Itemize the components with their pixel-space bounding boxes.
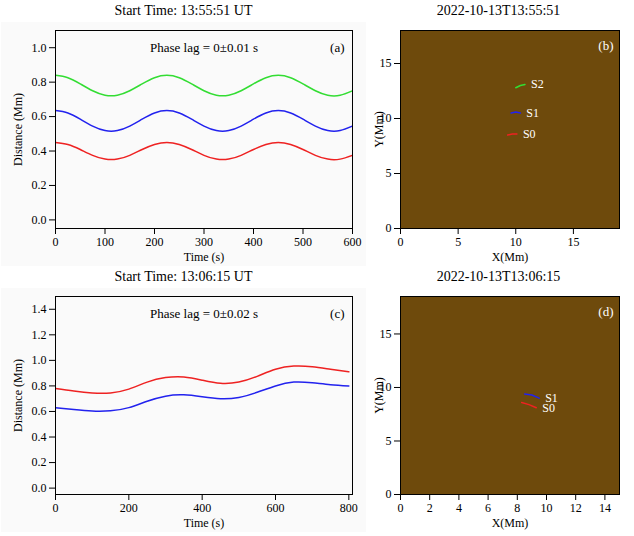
- svg-text:(d): (d): [598, 304, 613, 319]
- svg-text:15: 15: [567, 235, 579, 249]
- svg-text:4: 4: [456, 501, 462, 515]
- svg-text:X(Mm): X(Mm): [492, 516, 529, 530]
- svg-text:8: 8: [514, 501, 520, 515]
- svg-text:15: 15: [380, 56, 392, 70]
- svg-text:1.2: 1.2: [32, 328, 47, 342]
- html-text:2022-10-13T13:55:51: 2022-10-13T13:55:51: [436, 3, 561, 18]
- svg-text:10: 10: [510, 235, 522, 249]
- svg-text:0: 0: [386, 487, 392, 501]
- svg-text:2: 2: [427, 501, 433, 515]
- svg-text:S0: S0: [523, 127, 536, 141]
- svg-text:0.4: 0.4: [32, 144, 47, 158]
- svg-text:S0: S0: [542, 401, 555, 415]
- svg-text:0.8: 0.8: [32, 75, 47, 89]
- svg-text:10: 10: [541, 501, 553, 515]
- svg-text:1.0: 1.0: [32, 353, 47, 367]
- svg-text:Distance (Mm): Distance (Mm): [11, 93, 25, 166]
- svg-text:S1: S1: [526, 106, 539, 120]
- svg-text:0.8: 0.8: [32, 379, 47, 393]
- svg-text:0.2: 0.2: [32, 178, 47, 192]
- html-text:Start Time: 13:55:51 UT: Start Time: 13:55:51 UT: [114, 3, 253, 18]
- svg-text:12: 12: [570, 501, 582, 515]
- svg-text:0: 0: [53, 501, 59, 515]
- svg-text:0: 0: [398, 501, 404, 515]
- svg-text:Time (s): Time (s): [184, 516, 225, 530]
- svg-text:(b): (b): [598, 38, 613, 53]
- svg-text:0.0: 0.0: [32, 213, 47, 227]
- svg-text:15: 15: [380, 327, 392, 341]
- svg-text:1.0: 1.0: [32, 41, 47, 55]
- svg-text:300: 300: [195, 235, 213, 249]
- html-text:2022-10-13T13:06:15: 2022-10-13T13:06:15: [436, 269, 561, 284]
- svg-text:Distance (Mm): Distance (Mm): [11, 359, 25, 432]
- svg-text:600: 600: [344, 235, 362, 249]
- svg-text:200: 200: [120, 501, 138, 515]
- svg-text:500: 500: [294, 235, 312, 249]
- svg-text:100: 100: [96, 235, 114, 249]
- svg-text:5: 5: [455, 235, 461, 249]
- svg-text:0.2: 0.2: [32, 455, 47, 469]
- svg-text:S2: S2: [531, 77, 544, 91]
- svg-text:1.4: 1.4: [32, 302, 47, 316]
- svg-text:6: 6: [485, 501, 491, 515]
- svg-text:X(Mm): X(Mm): [492, 250, 529, 264]
- svg-text:200: 200: [146, 235, 164, 249]
- svg-text:Y(Mm): Y(Mm): [372, 377, 386, 414]
- svg-text:0.4: 0.4: [32, 430, 47, 444]
- svg-text:5: 5: [386, 166, 392, 180]
- svg-text:0: 0: [386, 221, 392, 235]
- svg-text:600: 600: [267, 501, 285, 515]
- svg-text:Phase lag = 0±0.01 s: Phase lag = 0±0.01 s: [150, 40, 258, 55]
- svg-text:0.6: 0.6: [32, 109, 47, 123]
- svg-text:(a): (a): [330, 40, 344, 55]
- svg-text:400: 400: [193, 501, 211, 515]
- svg-text:(c): (c): [330, 306, 344, 321]
- svg-text:S1: S1: [545, 391, 558, 405]
- svg-text:0: 0: [398, 235, 404, 249]
- svg-text:14: 14: [599, 501, 611, 515]
- svg-text:400: 400: [245, 235, 263, 249]
- svg-text:5: 5: [386, 434, 392, 448]
- svg-text:0.6: 0.6: [32, 404, 47, 418]
- html-text:Start Time: 13:06:15 UT: Start Time: 13:06:15 UT: [114, 269, 253, 284]
- svg-text:0: 0: [53, 235, 59, 249]
- svg-text:Y(Mm): Y(Mm): [372, 111, 386, 148]
- svg-text:Time (s): Time (s): [184, 250, 225, 264]
- svg-text:800: 800: [340, 501, 358, 515]
- svg-text:0.0: 0.0: [32, 481, 47, 495]
- svg-text:Phase lag = 0±0.02 s: Phase lag = 0±0.02 s: [150, 306, 258, 321]
